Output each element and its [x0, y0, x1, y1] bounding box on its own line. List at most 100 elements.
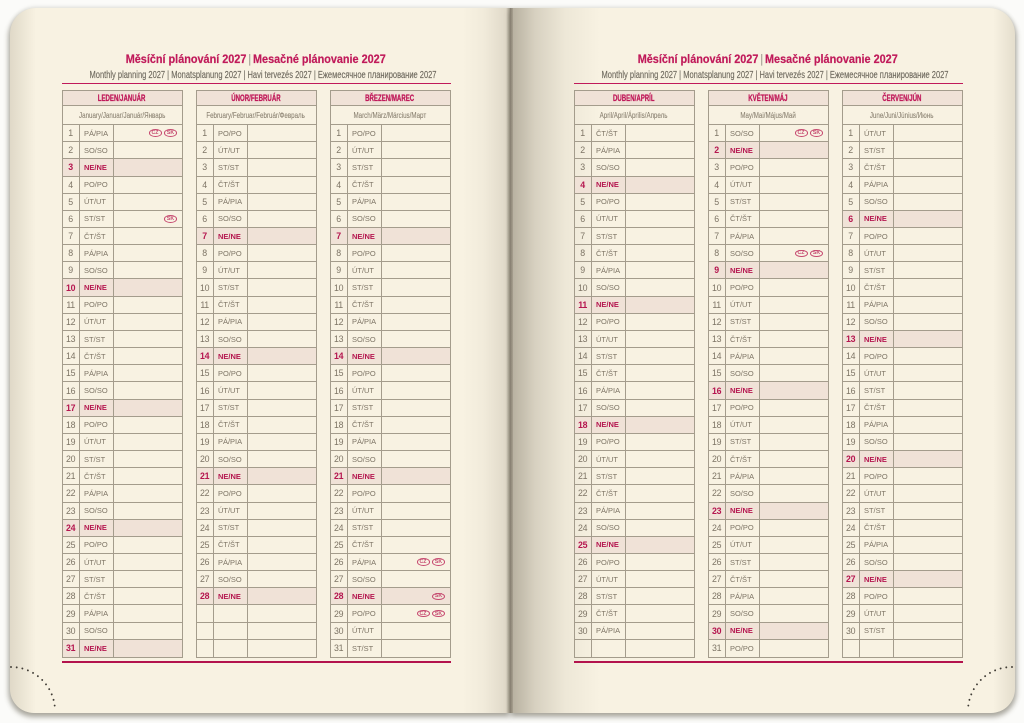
day-number: 25: [575, 536, 592, 553]
day-row: 11 PO/PO: [62, 296, 182, 314]
day-weekday-text: ČT/ŠT: [729, 214, 752, 224]
day-notes-cell: [248, 451, 316, 467]
day-notes-cell: [114, 605, 182, 621]
day-weekday: PO/PO: [214, 485, 248, 502]
day-number: 2: [197, 142, 214, 159]
day-weekday: ÚT/UT: [592, 451, 626, 468]
day-weekday: ČT/ŠT: [80, 588, 114, 605]
day-weekday-text: ÚT/UT: [595, 454, 618, 464]
day-weekday-text: ÚT/UT: [863, 609, 886, 619]
day-weekday: PO/PO: [80, 176, 114, 193]
holiday-badge-sk: SK: [164, 129, 177, 137]
day-row: 26 PÁ/PIA: [196, 553, 316, 572]
day-number: 14: [331, 348, 348, 365]
day-weekday-text: PO/PO: [729, 283, 754, 293]
day-weekday-text: ST/ST: [729, 557, 751, 567]
day-number: 30: [843, 622, 860, 639]
day-row: 15 ČT/ŠT: [574, 365, 694, 383]
day-weekday-text: ÚT/UT: [83, 557, 106, 567]
day-notes-cell: [760, 228, 828, 244]
day-number: 28: [843, 588, 860, 605]
day-number: 17: [331, 399, 348, 416]
day-notes-cell: [894, 331, 962, 347]
day-row: 23 SO/SO: [62, 502, 182, 520]
day-number: 14: [709, 348, 726, 365]
day-row: 23 ST/ST: [842, 502, 962, 520]
day-weekday-text: ÚT/UT: [83, 317, 106, 327]
day-row: 14 NE/NE: [330, 348, 450, 366]
day-weekday: ST/ST: [726, 553, 760, 571]
day-row: 14 PO/PO: [842, 348, 962, 366]
day-number: 23: [331, 502, 348, 519]
day-number: 8: [197, 245, 214, 262]
day-row: 21 ST/ST: [574, 468, 694, 486]
day-weekday-text: SO/SO: [83, 626, 108, 636]
day-number: 1: [63, 125, 80, 142]
day-notes-cell: [248, 177, 316, 193]
day-number: 27: [843, 571, 860, 588]
day-row: 1 ÚT/UT: [842, 125, 962, 143]
day-notes-cell: [382, 434, 450, 450]
day-number: 31: [709, 639, 726, 657]
day-weekday: ÚT/UT: [214, 502, 248, 519]
day-number: 5: [843, 193, 860, 210]
day-weekday: NE/NE: [348, 468, 382, 485]
day-number: 18: [709, 416, 726, 433]
day-number: 16: [843, 382, 860, 399]
day-row: 19 ÚT/UT: [62, 433, 182, 452]
day-row: 28 ST/ST: [574, 588, 694, 606]
day-weekday: ST/ST: [348, 519, 382, 536]
day-number: 4: [63, 176, 80, 193]
day-row: 23 NE/NE: [708, 502, 828, 520]
day-notes-cell: [894, 177, 962, 193]
top-rule: [573, 82, 963, 85]
day-weekday: ČT/ŠT: [726, 451, 760, 468]
day-weekday-text: NE/NE: [83, 403, 107, 413]
day-notes-cell: [894, 554, 962, 570]
day-row: 19 PO/PO: [574, 433, 694, 452]
day-weekday-text: PO/PO: [351, 128, 376, 138]
day-number: 1: [575, 125, 592, 142]
day-weekday: ÚT/UT: [592, 210, 626, 228]
day-notes-cell: [114, 245, 182, 261]
day-notes-cell: [248, 417, 316, 433]
day-row: 8 SO/SO CZ SK: [708, 245, 828, 263]
day-weekday: PÁ/PIA: [348, 433, 382, 451]
day-notes-cell: [626, 228, 694, 244]
day-row: 8 PÁ/PIA: [62, 245, 182, 263]
day-number: 6: [197, 210, 214, 228]
day-notes-cell: [626, 588, 694, 604]
day-weekday: PO/PO: [348, 125, 382, 142]
day-number: 12: [709, 313, 726, 330]
day-notes-cell: [894, 640, 962, 657]
day-weekday-text: NE/NE: [351, 351, 375, 361]
day-notes-cell: [626, 142, 694, 158]
day-number: 9: [63, 262, 80, 279]
day-weekday: ČT/ŠT: [214, 416, 248, 433]
day-number: 27: [63, 571, 80, 588]
day-number: 6: [843, 210, 860, 228]
day-number: 10: [709, 279, 726, 296]
day-number: 13: [63, 330, 80, 348]
day-weekday-text: ST/ST: [595, 471, 617, 481]
day-weekday-text: SO/SO: [83, 506, 108, 516]
day-weekday: ÚT/UT: [348, 382, 382, 399]
day-weekday-text: ČT/ŠT: [595, 488, 618, 498]
day-number: 5: [197, 193, 214, 210]
month-header: DUBEN/APRÍL: [574, 91, 694, 107]
day-notes-cell: [114, 468, 182, 484]
day-weekday-text: PÁ/PIA: [83, 248, 108, 258]
day-notes-cell: [114, 194, 182, 210]
day-number: 14: [197, 348, 214, 365]
day-weekday-text: PO/PO: [863, 351, 888, 361]
day-weekday: SO/SO: [348, 210, 382, 228]
perforation-dots-left: [10, 666, 56, 712]
day-weekday: ÚT/UT: [80, 553, 114, 571]
day-notes-cell: [894, 417, 962, 433]
day-weekday-text: SO/SO: [217, 334, 242, 344]
day-weekday-text: ÚT/UT: [863, 128, 886, 138]
day-row: 28 PO/PO: [842, 588, 962, 606]
day-number: 15: [709, 365, 726, 382]
day-weekday-text: SO/SO: [729, 609, 754, 619]
day-number: 8: [575, 245, 592, 262]
